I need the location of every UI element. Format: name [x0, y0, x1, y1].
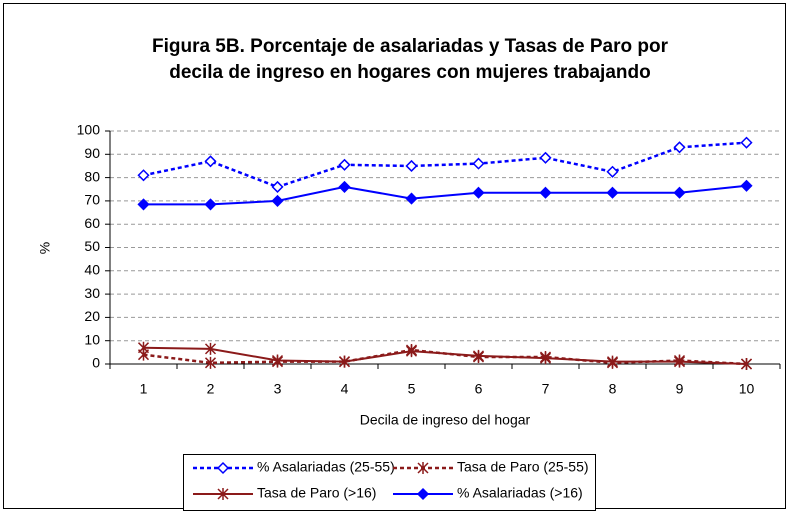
- data-point: [338, 355, 351, 368]
- y-tick-label: 90: [84, 145, 100, 161]
- legend: [183, 454, 596, 511]
- legend-marker: [417, 462, 429, 474]
- data-point: [271, 194, 284, 207]
- data-point: [673, 141, 686, 154]
- x-tick-label: 9: [676, 381, 684, 397]
- data-point: [539, 151, 552, 164]
- data-point: [472, 186, 485, 199]
- data-point: [673, 186, 686, 199]
- x-tick-label: 8: [609, 381, 617, 397]
- x-tick-label: 3: [274, 381, 282, 397]
- data-point: [539, 352, 552, 365]
- data-point: [137, 341, 150, 354]
- legend-marker: [217, 488, 229, 500]
- x-tick-label: 7: [542, 381, 550, 397]
- series-line: [143, 184, 747, 206]
- data-point: [271, 354, 284, 367]
- data-point: [606, 186, 619, 199]
- y-tick-label: 0: [92, 355, 100, 371]
- y-axis-label: %: [37, 242, 53, 254]
- y-tick-label: 70: [84, 192, 100, 208]
- data-point: [606, 165, 619, 178]
- data-point: [338, 180, 351, 193]
- data-point: [740, 179, 753, 192]
- data-point: [740, 136, 753, 149]
- data-point: [204, 356, 217, 369]
- data-point: [405, 159, 418, 173]
- x-tick-label: 4: [341, 381, 349, 397]
- chart-border: [3, 3, 786, 509]
- chart-title: Figura 5B. Porcentaje de asalariadas y T…: [152, 36, 669, 57]
- data-point: [338, 158, 351, 171]
- data-point: [137, 169, 150, 182]
- y-tick-label: 20: [84, 308, 100, 324]
- data-point: [472, 349, 485, 362]
- data-point: [137, 198, 150, 211]
- y-tick-label: 80: [84, 168, 100, 184]
- legend-marker: [216, 461, 230, 475]
- chart-title: decila de ingreso en hogares con mujeres…: [169, 62, 650, 83]
- legend-label: Tasa de Paro (>16): [257, 485, 376, 501]
- data-point: [472, 157, 485, 170]
- x-tick-label: 5: [408, 381, 416, 397]
- x-tick-label: 2: [207, 381, 215, 397]
- series-line: [143, 346, 747, 365]
- x-tick-label: 10: [739, 381, 755, 397]
- series-line: [143, 141, 747, 189]
- data-point: [405, 192, 418, 205]
- legend-label: % Asalariadas (25-55): [257, 459, 395, 475]
- data-point: [271, 180, 284, 193]
- data-point: [740, 358, 753, 370]
- y-tick-label: 100: [77, 122, 101, 138]
- data-point: [204, 155, 217, 168]
- legend-marker: [416, 487, 430, 501]
- data-point: [204, 342, 217, 355]
- y-tick-label: 10: [84, 331, 100, 347]
- y-tick-label: 30: [84, 285, 100, 301]
- data-point: [204, 198, 217, 211]
- y-tick-label: 50: [84, 238, 100, 254]
- data-point: [539, 186, 552, 199]
- data-point: [606, 355, 619, 368]
- x-tick-label: 6: [475, 381, 483, 397]
- x-tick-label: 1: [140, 381, 148, 397]
- data-point: [673, 355, 686, 368]
- y-tick-label: 40: [84, 262, 100, 278]
- y-tick-label: 60: [84, 215, 100, 231]
- data-point: [405, 345, 418, 358]
- legend-label: % Asalariadas (>16): [457, 485, 583, 501]
- legend-label: Tasa de Paro (25-55): [457, 459, 589, 475]
- x-axis-label: Decila de ingreso del hogar: [360, 412, 531, 428]
